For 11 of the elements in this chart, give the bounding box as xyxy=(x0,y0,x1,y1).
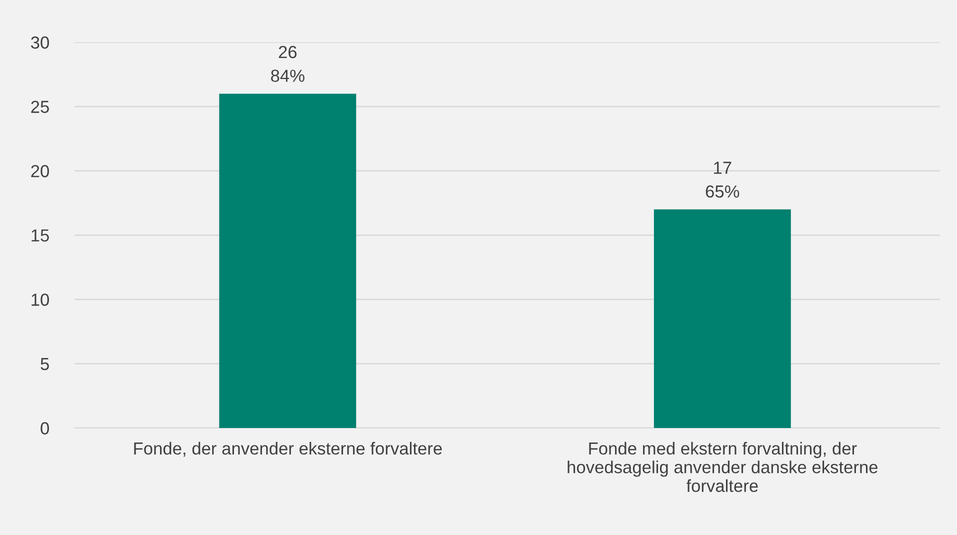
y-tick-label: 10 xyxy=(32,294,49,306)
y-tick-label: 15 xyxy=(32,229,49,242)
x-tick-label: Fonde, der anvender eksterne forvaltere xyxy=(134,442,442,457)
y-tick-label: 25 xyxy=(31,100,49,114)
y-tick-label: 0 xyxy=(40,422,49,434)
y-tick-label: 5 xyxy=(40,358,49,370)
data-label: 17 65% xyxy=(706,162,740,198)
y-tick-label: 20 xyxy=(31,165,49,178)
x-tick-label: Fonde med ekstern forvaltning, der hovedsagelig anvender danske eksterne forvaltere xyxy=(568,442,878,492)
y-tick-label: 30 xyxy=(31,36,49,49)
data-label: 26 84% xyxy=(271,46,304,82)
